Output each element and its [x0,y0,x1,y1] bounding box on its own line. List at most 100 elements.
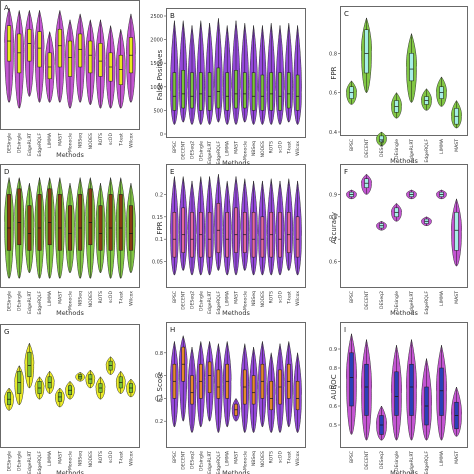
category-label: BPSC [349,451,355,463]
y-tick-label: 0.15 [152,215,163,221]
box [278,212,282,258]
category-label: scDD [278,291,284,303]
box [269,72,273,111]
box [181,207,185,253]
y-tick-label: 0.6 [329,260,337,266]
x-axis-label: Methods [56,309,84,317]
category-label: DESingle [7,291,13,312]
category-label: MAST [57,133,63,146]
category-label: DECENT [181,451,187,470]
category-label: NBSeq [251,141,257,156]
box [225,72,229,111]
x-axis-label: Methods [390,157,418,165]
category-label: EdgeRLRT [409,139,415,162]
category-label: EdgeRQLF [216,141,222,165]
category-label: T-test [118,451,124,465]
box [68,205,72,251]
category-label: DECENT [364,291,370,310]
category-label: T-test [286,141,292,155]
box [118,54,123,85]
y-tick-label: 0.8 [329,215,337,221]
box [17,188,22,246]
category-label: EdgeRLRT [207,451,213,474]
box [172,212,177,258]
box [27,28,32,62]
x-axis-label: Methods [222,309,250,317]
category-label: DESeq2 [379,291,385,309]
panel-frame [0,0,140,130]
category-label: DESeq2 [190,291,196,309]
category-label: scDD [108,291,114,303]
category-label: DECENT [181,141,187,160]
category-label: MAST [57,451,63,464]
y-tick-label: 0.7 [329,385,337,391]
box [68,40,72,77]
category-label: NBSeq [78,133,84,148]
category-label: scDD [278,141,284,153]
panel-a: A DESingle DEsingle EdgeRLRT EdgeRQLF LIMMA MA… [0,0,140,159]
box [439,367,444,416]
y-tick-label: 0.9 [329,347,337,353]
x-axis-label: Methods [56,469,84,474]
panel-label: G [4,328,9,336]
y-tick-label: 1500 [150,61,163,67]
box [234,70,238,109]
y-tick-label: 0.2 [155,419,163,425]
panel-frame [0,164,140,288]
category-label: DEsingle [394,139,400,159]
category-label: DESingle [7,451,13,472]
category-label: NODES [260,291,266,307]
box [394,371,399,416]
box [409,363,414,416]
category-label: EdgeRLRT [27,133,33,156]
box [118,194,123,251]
box [364,29,369,74]
box [108,194,113,251]
box [190,72,194,109]
category-label: ROTS [269,291,275,304]
box [379,135,384,143]
box [207,361,212,393]
y-axis-label: False Positives [156,49,164,100]
category-label: EdgeRQLF [216,291,222,315]
category-label: Monocle [242,141,248,160]
category-label: DEsingle [394,451,400,471]
box [27,205,32,251]
box [454,212,459,251]
panel-frame [0,324,140,448]
category-label: Wilcox [295,291,301,306]
category-label: T-test [286,291,292,305]
category-label: NODES [88,451,94,467]
category-label: EdgeRQLF [37,291,43,315]
category-label: NBSeq [78,451,84,466]
x-axis-label: Methods [56,151,84,159]
panel-h: H F1 Score 0.2 0.4 0.6 0.8 BPSC DECENT DESeq2 DEs… [155,322,306,474]
box [78,33,83,68]
box [57,194,62,251]
y-tick-label: 2500 [150,14,163,20]
category-label: LIMMA [225,290,231,306]
box [7,25,12,62]
category-label: DEsingle [198,291,204,311]
x-axis-label: Methods [390,309,418,317]
box [37,194,42,251]
panel-label: E [170,168,174,176]
category-label: ROTS [269,451,275,464]
category-label: LIMMA [225,450,231,466]
category-label: LIMMA [47,132,53,148]
category-label: EdgeRQLF [37,451,43,474]
y-tick-label: 0.6 [329,404,337,410]
category-label: EdgeRQLF [424,291,430,315]
box [251,375,256,405]
y-tick-label: 1000 [150,85,163,91]
category-label: DECENT [181,291,187,310]
category-label: DEsingle [394,291,400,311]
category-label: BPSC [349,139,355,151]
category-label: DEsingle [198,451,204,471]
category-label: BPSC [349,291,355,303]
category-label: BPSC [172,141,178,153]
panel-f: F Accuracy 0.6 0.7 0.8 0.9 BPSC DECENT DESeq2 DEs… [329,164,468,317]
box [57,28,62,68]
box [216,203,221,253]
category-label: LIMMA [47,290,53,306]
